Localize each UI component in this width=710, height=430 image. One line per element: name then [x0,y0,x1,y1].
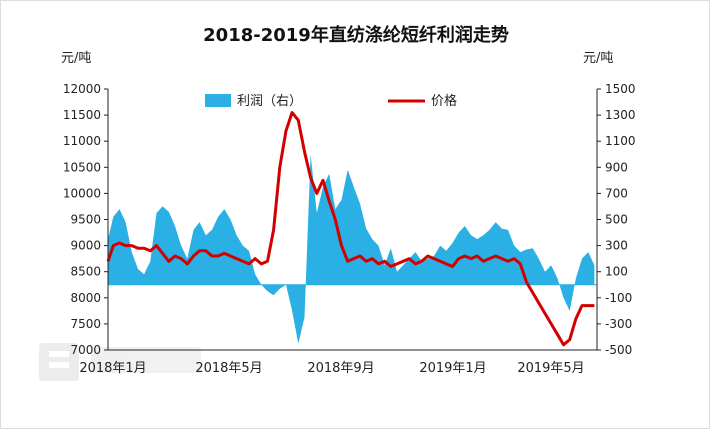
left-tick-label: 9000 [70,239,101,253]
right-tick-label: 1500 [605,82,636,96]
legend-label-profit: 利润（右） [237,94,302,109]
legend: 利润（右） 价格 [205,93,457,109]
x-tick-label: 2019年5月 [517,361,584,376]
profit-area-layer [108,154,595,344]
right-tick-label: 700 [605,186,628,200]
x-tick-labels: 2018年1月 2018年5月 2018年9月 2019年1月 2019年5月 [79,361,584,376]
x-tick-label: 2019年1月 [419,361,486,376]
left-tick-label: 7500 [70,317,101,331]
right-axis-unit: 元/吨 [583,51,614,66]
chart-title: 2018-2019年直纺涤纶短纤利润走势 [203,25,509,46]
left-tick-label: 8000 [70,291,101,305]
price-line-layer [106,111,595,347]
right-tick-label: -100 [605,291,632,305]
left-tick-label: 12000 [63,82,101,96]
right-tick-label: -300 [605,317,632,331]
right-tick-label: 500 [605,213,628,227]
right-tick-label: 1300 [605,108,636,122]
left-tick-label: 8500 [70,265,101,279]
x-tick-label: 2018年5月 [195,361,262,376]
right-tick-label: 300 [605,239,628,253]
left-tick-label: 9500 [70,213,101,227]
right-tick-labels: 1500 1300 1100 900 700 500 300 100 -100 -300 -500 [597,82,636,357]
right-tick-label: 100 [605,265,628,279]
left-tick-label: 11500 [63,108,101,122]
left-axis-unit: 元/吨 [61,51,92,66]
legend-swatch-profit [205,94,231,107]
left-tick-label: 7000 [70,343,101,357]
left-tick-labels: 12000 11500 11000 10500 10000 9500 9000 8500 800… [63,82,108,357]
price-line [106,111,595,347]
right-tick-label: 1100 [605,134,636,148]
legend-label-price: 价格 [431,93,457,109]
profit-area [108,154,595,344]
left-tick-label: 11000 [63,134,101,148]
left-tick-label: 10500 [63,160,101,174]
x-tick-label: 2018年1月 [79,361,146,376]
right-tick-label: -500 [605,343,632,357]
right-tick-label: 900 [605,160,628,174]
left-tick-label: 10000 [63,186,101,200]
watermark-logo [39,343,201,381]
x-tick-label: 2018年9月 [307,361,374,376]
